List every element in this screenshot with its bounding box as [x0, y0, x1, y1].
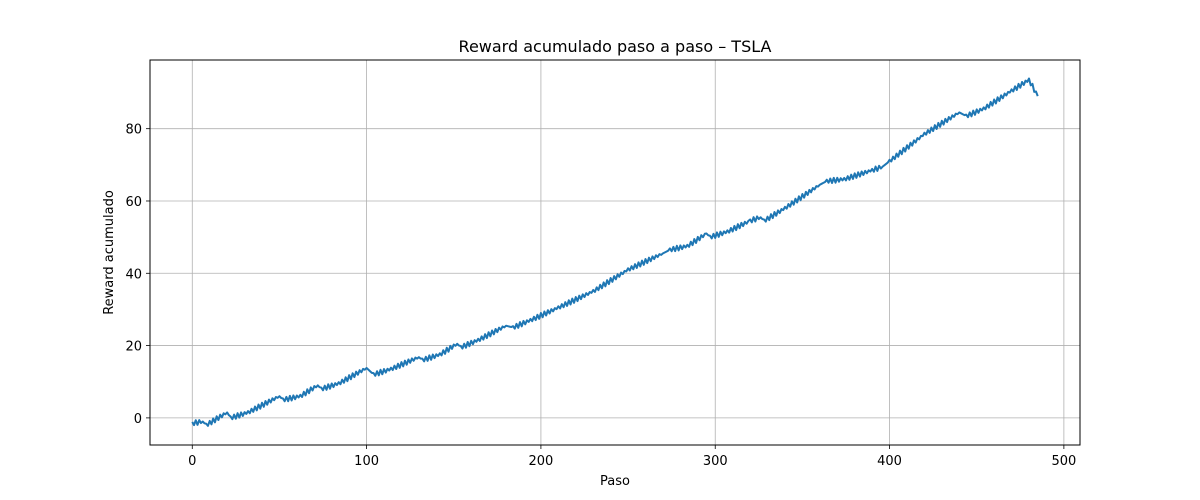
- y-tick-label: 60: [125, 195, 142, 210]
- y-tick-label: 0: [134, 412, 142, 427]
- x-tick-label: 500: [1051, 454, 1076, 469]
- x-tick-label: 0: [188, 454, 196, 469]
- y-tick-label: 20: [125, 340, 142, 355]
- x-tick-label: 300: [703, 454, 728, 469]
- x-tick-label: 400: [877, 454, 902, 469]
- y-tick-label: 40: [125, 267, 142, 282]
- y-axis-label: Reward acumulado: [102, 190, 117, 315]
- x-tick-label: 200: [528, 454, 553, 469]
- chart-title: Reward acumulado paso a paso – TSLA: [459, 37, 772, 56]
- series-line-0: [191, 77, 1039, 427]
- x-axis-label: Paso: [600, 474, 630, 489]
- series-layer: [191, 77, 1039, 427]
- grid-lines: [150, 60, 1080, 445]
- x-tick-label: 100: [354, 454, 379, 469]
- plot-frame: [149, 59, 1081, 446]
- y-tick-label: 80: [125, 123, 142, 138]
- ticks-layer: 0 100 200 300 400 500 0 20 40 60 80: [125, 123, 1076, 469]
